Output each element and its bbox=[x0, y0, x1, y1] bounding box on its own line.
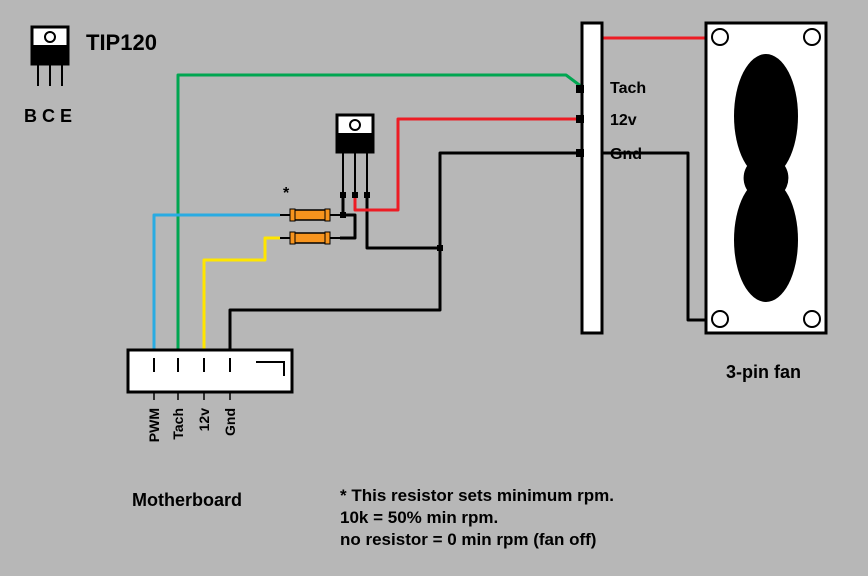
label-gnd: Gnd bbox=[610, 146, 642, 164]
mb-pin-12v: 12v bbox=[196, 408, 212, 431]
label-star: * bbox=[283, 185, 289, 203]
wire-res2-to-B bbox=[340, 215, 355, 238]
mb-pin-tach: Tach bbox=[170, 408, 186, 440]
footnote-2: 10k = 50% min rpm. bbox=[340, 508, 498, 528]
label-12v: 12v bbox=[610, 112, 637, 130]
mb-pin-pwm: PWM bbox=[146, 408, 162, 442]
label-motherboard: Motherboard bbox=[132, 490, 242, 511]
label-fan: 3-pin fan bbox=[726, 362, 801, 383]
wire-red-12v bbox=[355, 119, 582, 210]
mb-pin-gnd: Gnd bbox=[222, 408, 238, 436]
wire-black-gnd-bus bbox=[230, 248, 440, 361]
label-tach: Tach bbox=[610, 80, 646, 98]
label-tip120: TIP120 bbox=[86, 30, 157, 56]
footnote-3: no resistor = 0 min rpm (fan off) bbox=[340, 530, 596, 550]
mb-connector bbox=[128, 350, 292, 392]
wire-blue-pwm bbox=[154, 215, 280, 361]
footnote-1: * This resistor sets minimum rpm. bbox=[340, 486, 614, 506]
wire-yellow-12v bbox=[204, 238, 280, 361]
label-bce: B C E bbox=[24, 106, 72, 127]
fan-connector bbox=[582, 23, 602, 333]
